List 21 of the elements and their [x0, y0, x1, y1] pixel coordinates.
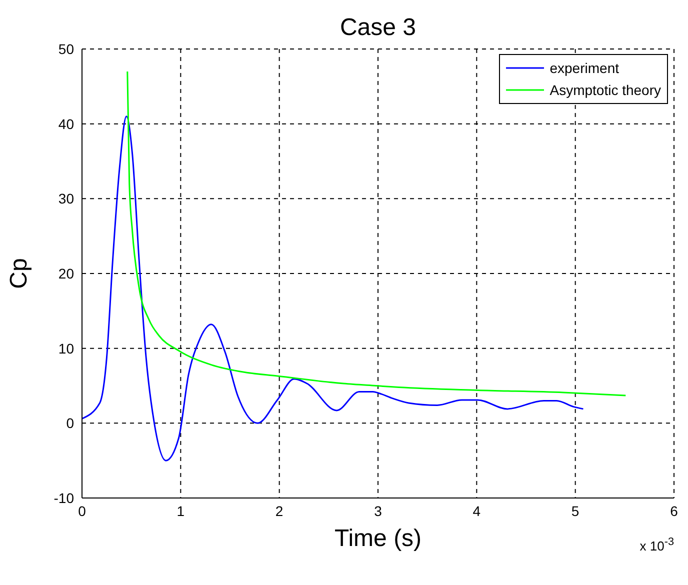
text: x 10$^{-3}$: [640, 536, 674, 554]
x-tick-label: 1: [176, 502, 185, 519]
chart-title: Case 3: [338, 14, 418, 42]
y-tick-label: 10: [58, 340, 74, 356]
x-tick-label: 4: [472, 502, 481, 519]
y-tick-label: -10: [54, 490, 74, 506]
x-tick-label: 6: [670, 502, 678, 519]
legend-label: Asymptotic theory: [550, 81, 661, 100]
y-axis-title: Cp: [6, 258, 33, 289]
x-axis-title: Time (s): [334, 525, 422, 552]
legend-label: experiment: [550, 59, 619, 78]
line-series: [82, 116, 584, 462]
y-tick-label: 40: [58, 116, 74, 132]
x-tick-label: 3: [374, 502, 382, 519]
x-tick-label: 5: [571, 502, 580, 519]
y-tick-label: 20: [58, 265, 74, 282]
x-tick-label: 2: [275, 502, 284, 519]
y-tick-label: 50: [58, 40, 74, 57]
y-tick-label: 30: [58, 190, 74, 207]
x-tick-label: 0: [78, 502, 86, 519]
y-tick-label: 0: [66, 415, 74, 432]
